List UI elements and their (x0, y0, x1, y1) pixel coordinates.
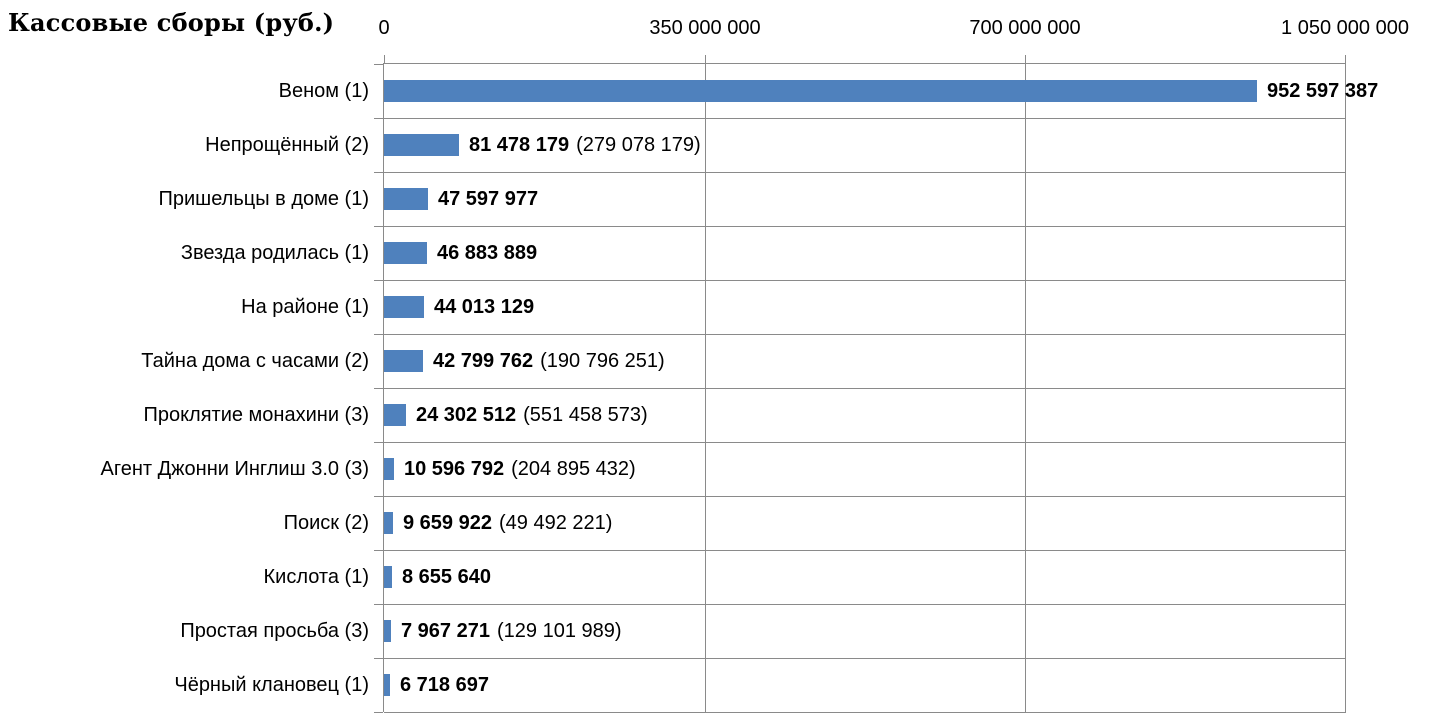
category-label: Агент Джонни Инглиш 3.0 (3) (100, 457, 369, 480)
y-gridline (384, 172, 1346, 173)
y-gridline (384, 280, 1346, 281)
bar (384, 80, 1257, 102)
value-label-secondary: (49 492 221) (498, 511, 613, 534)
y-axis-tick (374, 334, 383, 335)
value-label-primary: 6 718 697 (400, 673, 489, 696)
y-axis-tick (374, 496, 383, 497)
bar (384, 458, 394, 480)
y-axis-tick (374, 604, 383, 605)
bar (384, 188, 428, 210)
x-axis-tick (705, 55, 706, 63)
x-tick-label: 700 000 000 (969, 17, 1081, 39)
y-gridline (384, 658, 1346, 659)
category-label: Тайна дома с часами (2) (141, 349, 369, 372)
category-label: Простая просьба (3) (180, 619, 369, 642)
value-label: 42 799 762 (190 796 251) (433, 334, 665, 388)
value-label: 24 302 512 (551 458 573) (416, 388, 648, 442)
value-label: 952 597 387 (1267, 64, 1378, 118)
chart-title: Кассовые сборы (руб.) (8, 8, 335, 37)
value-label-primary: 9 659 922 (403, 511, 492, 534)
value-label-secondary: (190 796 251) (540, 349, 665, 372)
plot-area: 0 350 000 000 700 000 000 1 050 000 000 Вено… (101, 17, 1409, 713)
bar (384, 296, 424, 318)
value-label: 9 659 922 (49 492 221) (403, 496, 612, 550)
value-label-primary: 7 967 271 (401, 619, 490, 642)
value-label-primary: 81 478 179 (469, 133, 570, 156)
y-gridline (384, 496, 1346, 497)
y-axis-tick (374, 658, 383, 659)
y-gridline (384, 226, 1346, 227)
y-gridline (384, 334, 1346, 335)
category-label: На районе (1) (241, 295, 369, 318)
y-gridline (384, 712, 1346, 713)
value-label-primary: 47 597 977 (438, 187, 539, 210)
value-label-primary: 952 597 387 (1267, 79, 1379, 102)
y-axis-tick (374, 550, 383, 551)
bar (384, 134, 459, 156)
bar (384, 512, 393, 534)
bar (384, 404, 406, 426)
category-label: Поиск (2) (283, 511, 369, 534)
value-label-primary: 42 799 762 (433, 349, 534, 372)
x-tick-label: 0 (378, 17, 390, 39)
value-label-primary: 8 655 640 (402, 565, 491, 588)
y-axis-tick (374, 712, 383, 713)
value-label: 7 967 271 (129 101 989) (401, 604, 622, 658)
y-gridline (384, 550, 1346, 551)
value-label: 46 883 889 (437, 226, 537, 280)
y-gridline (384, 604, 1346, 605)
value-label-primary: 44 013 129 (434, 295, 535, 318)
y-gridline (384, 442, 1346, 443)
bar (384, 620, 391, 642)
y-gridline (384, 118, 1346, 119)
y-gridline (384, 388, 1346, 389)
value-label: 44 013 129 (434, 280, 534, 334)
bar (384, 242, 427, 264)
y-axis-tick (374, 226, 383, 227)
value-label-primary: 10 596 792 (404, 457, 505, 480)
category-label: Веном (1) (278, 79, 369, 102)
category-label: Чёрный клановец (1) (174, 673, 369, 696)
value-label: 47 597 977 (438, 172, 538, 226)
value-label-secondary: (129 101 989) (496, 619, 622, 642)
x-tick-label: 1 050 000 000 (1281, 17, 1409, 39)
y-axis-tick (374, 172, 383, 173)
category-label: Кислота (1) (263, 565, 369, 588)
value-label-primary: 46 883 889 (437, 241, 538, 264)
bar (384, 566, 392, 588)
y-axis-tick (374, 64, 383, 65)
x-tick-label: 350 000 000 (649, 17, 761, 39)
category-label: Пришельцы в доме (1) (158, 187, 370, 210)
category-label: Проклятие монахини (3) (143, 403, 369, 426)
y-axis-tick (374, 280, 383, 281)
value-label-secondary: (204 895 432) (511, 457, 636, 480)
value-label-secondary: (551 458 573) (523, 403, 648, 426)
x-axis-tick (1345, 55, 1346, 63)
y-axis-tick (374, 118, 383, 119)
x-axis-tick (1025, 55, 1026, 63)
value-label: 10 596 792 (204 895 432) (404, 442, 636, 496)
value-label: 81 478 179 (279 078 179) (469, 118, 701, 172)
value-label-primary: 24 302 512 (416, 403, 517, 426)
y-axis-tick (374, 388, 383, 389)
value-label: 6 718 697 (400, 658, 489, 712)
category-label: Звезда родилась (1) (180, 241, 369, 264)
value-label: 8 655 640 (402, 550, 491, 604)
x-axis-tick (384, 55, 385, 63)
category-label: Непрощённый (2) (205, 133, 369, 156)
y-axis-tick (374, 442, 383, 443)
value-label-secondary: (279 078 179) (576, 133, 701, 156)
bar (384, 674, 390, 696)
bar (384, 350, 423, 372)
